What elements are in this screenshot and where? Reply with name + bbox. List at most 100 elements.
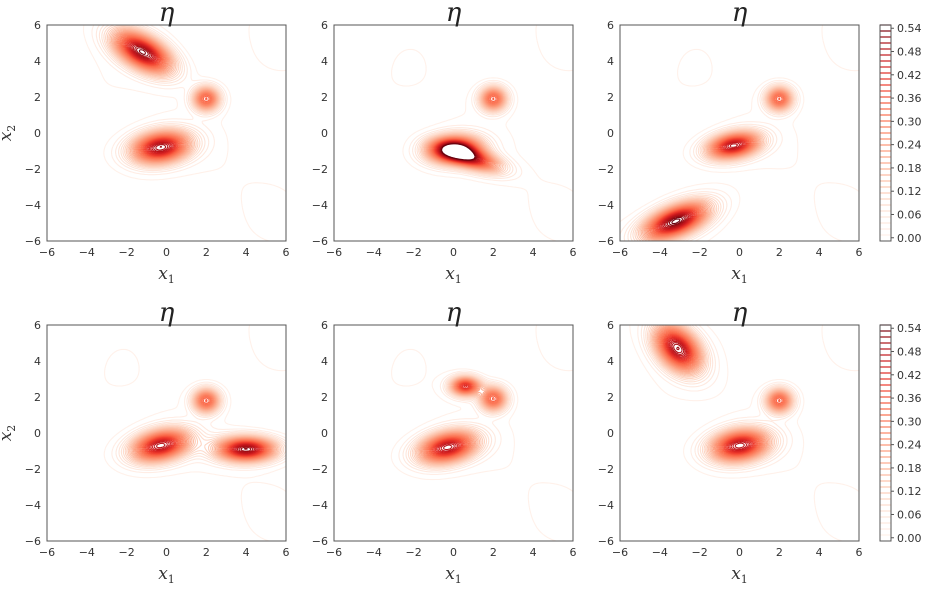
x-tick-label: 6 (856, 546, 863, 559)
y-axis-label: x2 (0, 125, 18, 142)
contour-level-7 (105, 25, 222, 168)
x-tick-label: 0 (163, 246, 170, 259)
contour-level-3 (412, 81, 518, 179)
contour-level-3 (640, 325, 799, 471)
contour-level-7 (634, 85, 795, 241)
x-axis-label: x1 (158, 264, 175, 286)
contour-level-8 (420, 86, 508, 174)
y-tick-label: −2 (25, 463, 41, 476)
y-tick-label: −2 (312, 463, 328, 476)
x-tick-label: 0 (736, 246, 743, 259)
contour-level-27 (666, 336, 753, 453)
contour-level-14 (114, 31, 217, 163)
contour-level-11 (652, 325, 792, 463)
x-tick-label: −2 (119, 546, 135, 559)
contour-level-34 (136, 47, 163, 148)
x-tick-label: −2 (406, 546, 422, 559)
y-tick-label: −2 (598, 163, 614, 176)
contour-panel-2: −6 −4 −2 0 2 4 6 −6 −4 −2 0 2 4 6 η x1 (312, 0, 577, 286)
x-tick-label: −2 (692, 246, 708, 259)
x-axis-label: x1 (445, 264, 462, 286)
contour-lines (82, 25, 286, 241)
contour-level-34 (240, 446, 252, 452)
x-tick-label: 0 (450, 546, 457, 559)
contour-level-3 (623, 81, 799, 241)
contour-level-29 (437, 441, 459, 454)
x-tick-label: 4 (816, 546, 823, 559)
contour-level-13 (113, 30, 217, 164)
x-tick-label: 6 (570, 246, 577, 259)
contour-level-4 (627, 82, 798, 241)
contour-level-28 (667, 337, 752, 453)
y-tick-label: −6 (312, 535, 328, 548)
contour-level-26 (665, 335, 755, 454)
contour-level-16 (657, 327, 788, 460)
x-tick-label: 4 (243, 546, 250, 559)
y-tick-label: 4 (34, 55, 41, 68)
contour-lines (391, 25, 573, 241)
contour-level-15 (656, 326, 789, 460)
x-tick-label: 6 (283, 246, 290, 259)
y-tick-label: 0 (34, 127, 41, 140)
contour-level-25 (125, 39, 178, 157)
contour-level-8 (636, 86, 794, 241)
contour-lines (103, 325, 286, 541)
x-tick-label: 2 (203, 246, 210, 259)
contour-level-7 (648, 325, 795, 466)
x-tick-label: 0 (450, 246, 457, 259)
colorbar-tick-label: 0.18 (897, 162, 922, 175)
colorbar-tick-label: 0.06 (897, 208, 922, 221)
contour-level-24 (663, 334, 757, 455)
y-tick-label: −6 (312, 235, 328, 248)
contour-lines (629, 325, 859, 541)
contour-level-1 (103, 325, 286, 541)
plot-frame (46, 324, 287, 542)
contour-panel-3: −6 −4 −2 0 2 4 6 −6 −4 −2 0 2 4 6 η x1 (598, 0, 863, 286)
y-tick-label: −4 (25, 499, 41, 512)
colorbar-tick-label: 0.00 (897, 532, 922, 545)
y-tick-label: 2 (321, 91, 328, 104)
plot-frame (619, 324, 860, 542)
x-tick-label: −4 (652, 546, 668, 559)
y-tick-label: 6 (321, 319, 328, 332)
contour-level-5 (120, 385, 286, 468)
contour-panel-6: −6 −4 −2 0 2 4 6 −6 −4 −2 0 2 4 6 η x1 (598, 298, 863, 586)
x-tick-label: −6 (39, 246, 55, 259)
contour-level-32 (663, 143, 739, 229)
contour-level-5 (645, 325, 797, 468)
contour-level-36 (441, 143, 476, 161)
x-tick-label: −4 (652, 246, 668, 259)
colorbar-tick-label: 0.42 (897, 369, 922, 382)
y-tick-label: −6 (25, 535, 41, 548)
contour-level-31 (670, 340, 748, 450)
contour-panel-4: −6 −4 −2 0 2 4 6 −6 −4 −2 0 2 4 6 η x1 x2 (0, 298, 290, 586)
contour-level-3 (95, 25, 226, 173)
y-tick-label: 0 (607, 127, 614, 140)
contour-level-4 (118, 384, 286, 470)
y-tick-label: 4 (321, 355, 328, 368)
contour-level-31 (131, 43, 171, 153)
contour-level-7 (419, 85, 509, 175)
x-tick-label: −2 (406, 246, 422, 259)
plot-frame (46, 24, 287, 242)
contour-level-2 (91, 25, 228, 176)
x-tick-label: 2 (203, 546, 210, 559)
contour-level-15 (115, 32, 216, 163)
y-tick-label: 6 (607, 319, 614, 332)
contour-level-4 (643, 325, 798, 470)
y-tick-label: −4 (25, 199, 41, 212)
contour-level-28 (128, 41, 174, 155)
colorbar-2: 0.00 0.06 0.12 0.18 0.24 0.30 0.36 0.42 0.48 0.54 (879, 322, 922, 545)
contour-level-2 (620, 79, 801, 241)
contour-level-14 (644, 90, 790, 240)
colorbar-tick-label: 0.12 (897, 485, 922, 498)
contour-level-9 (650, 325, 793, 464)
panel-title: η (732, 298, 748, 328)
y-tick-label: 6 (607, 19, 614, 32)
y-tick-label: 0 (607, 427, 614, 440)
contour-level-12 (112, 29, 218, 164)
y-tick-label: −4 (598, 499, 614, 512)
contour-level-33 (665, 214, 687, 228)
y-tick-label: −6 (598, 535, 614, 548)
x-tick-label: −2 (692, 546, 708, 559)
